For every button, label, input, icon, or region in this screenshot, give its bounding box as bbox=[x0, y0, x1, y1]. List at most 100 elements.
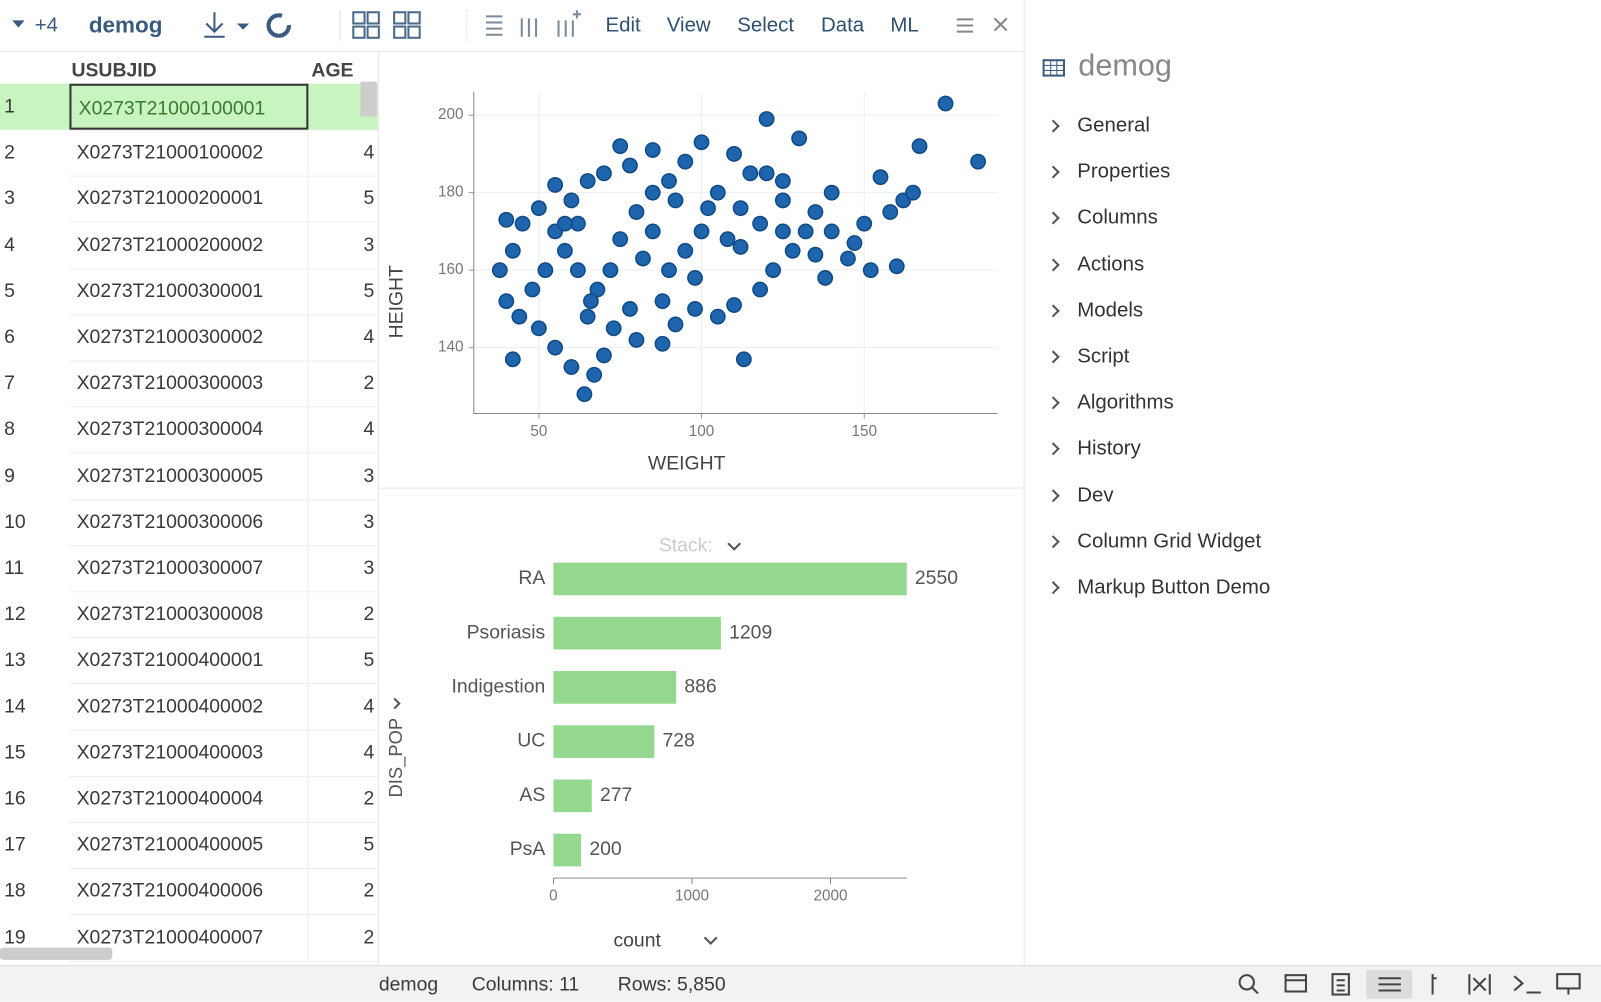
window-icon[interactable] bbox=[1284, 974, 1308, 993]
cell[interactable]: 4 bbox=[363, 326, 375, 349]
row-number[interactable]: 14 bbox=[4, 695, 26, 718]
cell[interactable]: 2 bbox=[363, 372, 375, 395]
search-icon[interactable] bbox=[1238, 974, 1255, 991]
cell[interactable]: X0273T21000300001 bbox=[69, 268, 309, 315]
menu-icon[interactable] bbox=[956, 18, 974, 33]
cell[interactable]: X0273T21000400004 bbox=[69, 776, 309, 822]
cell[interactable]: 2 bbox=[363, 926, 375, 949]
cell[interactable]: X0273T21000200002 bbox=[69, 222, 309, 269]
row-number[interactable]: 2 bbox=[4, 142, 15, 164]
cell[interactable]: X0273T21000100002 bbox=[69, 129, 309, 176]
info-icon[interactable] bbox=[1431, 974, 1437, 995]
row-number[interactable]: 16 bbox=[4, 788, 26, 810]
cell[interactable]: 2 bbox=[363, 603, 375, 626]
row-number[interactable]: 1 bbox=[4, 95, 15, 118]
cell[interactable]: X0273T21000300005 bbox=[69, 452, 309, 499]
dropdown-icon[interactable] bbox=[236, 23, 250, 30]
row-number[interactable]: 9 bbox=[4, 465, 15, 487]
cell[interactable]: 3 bbox=[363, 234, 375, 256]
cell[interactable]: X0273T21000400003 bbox=[69, 729, 309, 776]
row-number[interactable]: 12 bbox=[4, 603, 26, 626]
row-line bbox=[69, 637, 378, 639]
scrollbar[interactable] bbox=[0, 947, 113, 960]
tab-count[interactable]: +4 bbox=[34, 14, 59, 37]
layout-icon[interactable] bbox=[352, 11, 380, 39]
property-item[interactable]: Columns bbox=[1077, 206, 1158, 230]
menu-item[interactable]: View bbox=[666, 14, 711, 37]
cell[interactable]: X0273T21000400001 bbox=[69, 637, 309, 684]
cell[interactable]: X0273T21000100001 bbox=[69, 83, 309, 130]
row-number[interactable]: 3 bbox=[4, 188, 15, 210]
menu-item[interactable]: Data bbox=[820, 14, 865, 37]
cell[interactable]: X0273T21000400007 bbox=[69, 914, 309, 961]
cell[interactable]: 5 bbox=[363, 649, 375, 672]
cell[interactable]: 4 bbox=[363, 142, 375, 164]
cell[interactable]: X0273T21000300007 bbox=[69, 545, 309, 592]
cell[interactable]: X0273T21000300002 bbox=[69, 314, 309, 361]
cell[interactable]: 4 bbox=[363, 419, 375, 441]
row-number[interactable]: 4 bbox=[4, 234, 15, 256]
present-icon[interactable] bbox=[1556, 973, 1581, 990]
row-number[interactable]: 15 bbox=[4, 742, 26, 764]
row-number[interactable]: 13 bbox=[4, 649, 26, 672]
property-item[interactable]: Column Grid Widget bbox=[1077, 529, 1262, 553]
cell[interactable]: X0273T21000300006 bbox=[69, 499, 309, 546]
row-number[interactable]: 6 bbox=[4, 326, 15, 349]
property-item[interactable]: Markup Button Demo bbox=[1077, 575, 1271, 599]
download-icon[interactable] bbox=[204, 12, 225, 38]
cell[interactable]: 3 bbox=[363, 465, 375, 487]
column-icon[interactable] bbox=[486, 10, 582, 37]
row-number[interactable]: 18 bbox=[4, 880, 26, 903]
cell[interactable]: X0273T21000300004 bbox=[69, 406, 309, 453]
cell[interactable]: X0273T21000400002 bbox=[69, 683, 309, 730]
property-item[interactable]: History bbox=[1077, 437, 1141, 460]
dropdown-icon bbox=[393, 697, 401, 710]
row-number[interactable]: 17 bbox=[4, 834, 26, 856]
property-item[interactable]: Actions bbox=[1077, 252, 1145, 276]
cell[interactable]: X0273T21000200001 bbox=[69, 176, 309, 222]
property-item[interactable]: Dev bbox=[1077, 483, 1114, 507]
property-item[interactable]: Properties bbox=[1077, 160, 1171, 183]
row-number[interactable]: 11 bbox=[4, 557, 25, 579]
cell[interactable]: 3 bbox=[363, 557, 375, 579]
cell[interactable]: X0273T21000300003 bbox=[69, 360, 309, 407]
variables-icon[interactable] bbox=[1468, 974, 1491, 995]
menu-item[interactable]: Edit bbox=[605, 14, 641, 37]
column-header[interactable]: AGE bbox=[311, 60, 354, 82]
cell[interactable]: 3 bbox=[363, 511, 375, 533]
cell[interactable]: 5 bbox=[363, 834, 375, 856]
cell[interactable]: 2 bbox=[363, 880, 375, 903]
cell[interactable]: 5 bbox=[363, 280, 375, 303]
table-name[interactable]: demog bbox=[88, 12, 163, 38]
column-header[interactable]: USUBJID bbox=[71, 60, 157, 82]
refresh-icon[interactable] bbox=[266, 13, 292, 38]
row-number[interactable]: 8 bbox=[4, 419, 15, 441]
dropdown-icon[interactable] bbox=[12, 20, 25, 28]
bar bbox=[553, 562, 907, 596]
menu-item[interactable]: ML bbox=[890, 14, 919, 37]
property-item[interactable]: Algorithms bbox=[1077, 391, 1174, 414]
list-icon[interactable] bbox=[1331, 973, 1350, 996]
cell[interactable]: 5 bbox=[363, 188, 375, 210]
close-icon[interactable] bbox=[993, 17, 1008, 32]
cell[interactable]: 4 bbox=[363, 695, 375, 718]
row-number[interactable]: 5 bbox=[4, 280, 15, 303]
row-number[interactable]: 10 bbox=[4, 511, 26, 533]
cell[interactable]: 2 bbox=[363, 788, 375, 810]
row-number[interactable]: 7 bbox=[4, 372, 15, 395]
cell[interactable]: X0273T21000400005 bbox=[69, 822, 309, 869]
scroll-thumb[interactable] bbox=[360, 81, 377, 117]
row-number[interactable]: 19 bbox=[4, 926, 26, 949]
cell[interactable]: 4 bbox=[363, 742, 375, 764]
settings-icon[interactable] bbox=[1378, 977, 1401, 992]
point bbox=[905, 184, 921, 201]
cell[interactable]: X0273T21000400006 bbox=[69, 868, 309, 915]
menu-item[interactable]: Select bbox=[737, 14, 795, 37]
cell[interactable]: X0273T21000300008 bbox=[69, 591, 309, 638]
console-icon[interactable] bbox=[1513, 975, 1541, 994]
layout-icon[interactable] bbox=[393, 11, 421, 39]
property-item[interactable]: Models bbox=[1077, 298, 1144, 322]
property-item[interactable]: General bbox=[1077, 114, 1150, 137]
property-item[interactable]: Script bbox=[1077, 345, 1130, 368]
row-line bbox=[69, 729, 378, 731]
